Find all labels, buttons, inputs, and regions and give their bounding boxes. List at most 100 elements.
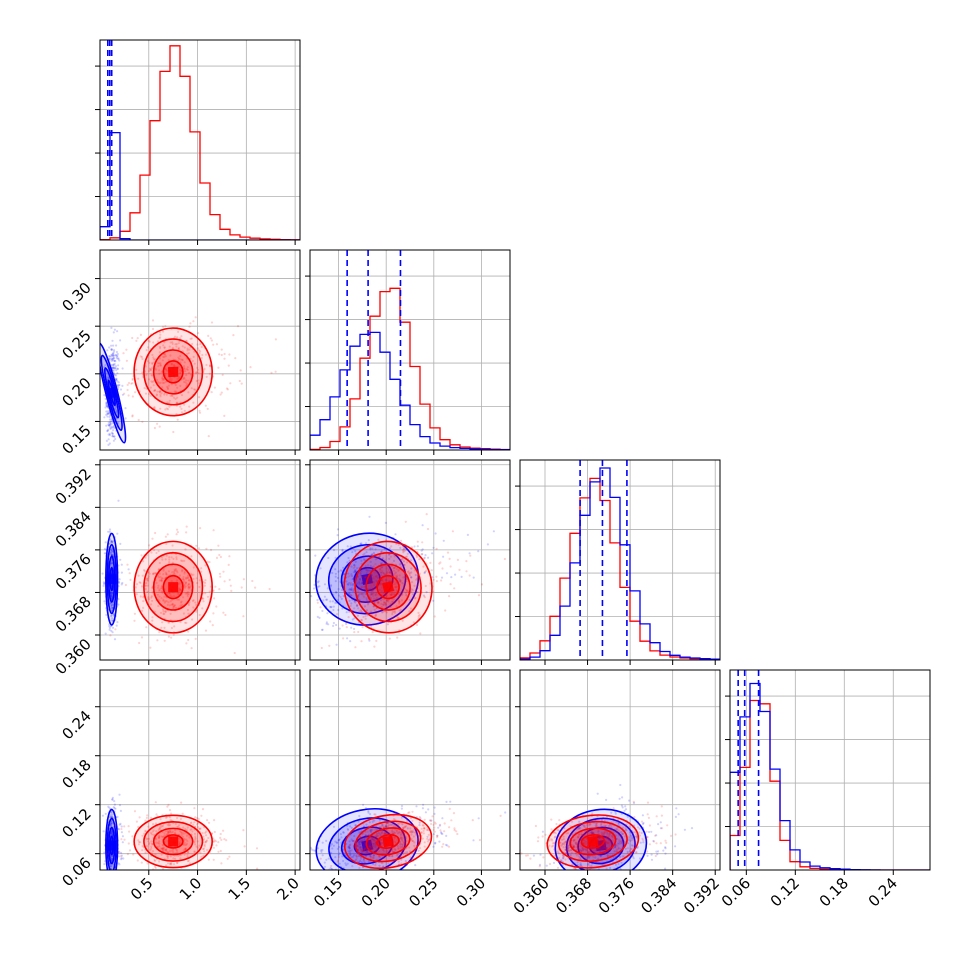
scatter-point	[110, 344, 113, 347]
scatter-point	[117, 598, 120, 601]
scatter-point	[169, 823, 172, 827]
scatter-point	[165, 816, 168, 819]
scatter-point	[109, 423, 112, 426]
scatter-point	[301, 861, 303, 863]
scatter-point	[354, 560, 357, 563]
scatter-point	[405, 839, 408, 843]
scatter-point	[393, 572, 396, 576]
scatter-point	[628, 799, 631, 802]
scatter-point	[148, 367, 151, 370]
scatter-point	[607, 878, 609, 880]
scatter-point	[112, 366, 115, 369]
scatter-point	[126, 853, 129, 856]
density-contour	[106, 544, 117, 615]
scatter-point	[580, 849, 583, 853]
scatter-point	[538, 863, 542, 867]
scatter-point	[477, 817, 480, 820]
scatter-point	[600, 831, 603, 834]
scatter-point	[113, 435, 116, 438]
scatter-point	[439, 829, 442, 832]
scatter-point	[111, 366, 114, 370]
scatter-point	[365, 850, 368, 853]
scatter-point	[365, 599, 368, 602]
scatter-point	[200, 814, 203, 817]
scatter-point	[159, 847, 162, 850]
scatter-point	[213, 830, 216, 834]
scatter-point	[336, 528, 340, 531]
scatter-point	[112, 349, 116, 352]
scatter-point	[115, 344, 118, 347]
scatter-point	[368, 854, 371, 857]
scatter-point	[393, 847, 396, 851]
scatter-point	[114, 900, 116, 902]
scatter-point	[187, 371, 191, 374]
scatter-point	[337, 594, 340, 597]
scatter-point	[465, 570, 468, 573]
scatter-point	[368, 845, 371, 848]
scatter-point	[109, 881, 111, 883]
scatter-point	[116, 532, 119, 535]
scatter-point	[399, 845, 402, 848]
scatter-point	[372, 581, 376, 584]
scatter-point	[348, 854, 352, 857]
scatter-point	[341, 607, 344, 610]
scatter-point	[366, 569, 369, 573]
scatter-point	[397, 599, 400, 602]
scatter-point	[619, 783, 622, 787]
scatter-point	[398, 609, 401, 612]
density-contour	[353, 835, 381, 856]
scatter-point	[165, 369, 168, 372]
scatter-point	[613, 850, 616, 853]
scatter-point	[110, 541, 113, 544]
scatter-point	[374, 862, 377, 865]
scatter-point	[372, 854, 375, 857]
scatter-point	[127, 381, 131, 385]
scatter-point	[380, 571, 383, 574]
scatter-point	[401, 846, 404, 849]
scatter-point	[217, 544, 220, 547]
scatter-point	[449, 565, 452, 568]
scatter-point	[195, 544, 198, 547]
scatter-point	[197, 817, 200, 821]
scatter-point	[623, 809, 626, 812]
scatter-point	[383, 601, 386, 605]
scatter-point	[388, 637, 391, 640]
scatter-point	[179, 620, 182, 624]
scatter-point	[410, 837, 413, 840]
scatter-point	[201, 607, 204, 610]
scatter-point	[109, 551, 112, 554]
scatter-point	[386, 623, 389, 626]
scatter-point	[168, 850, 171, 853]
scatter-point	[109, 592, 112, 595]
scatter-point	[374, 840, 377, 843]
scatter-point	[181, 359, 184, 362]
scatter-point	[399, 546, 402, 550]
scatter-point	[587, 856, 590, 859]
scatter-point	[170, 394, 173, 397]
scatter-point	[172, 570, 175, 573]
scatter-point	[176, 825, 179, 828]
scatter-point	[185, 834, 189, 837]
scatter-point	[110, 830, 113, 833]
scatter-point	[110, 603, 113, 606]
scatter-point	[177, 854, 180, 857]
density-contour	[100, 342, 127, 444]
scatter-point	[114, 354, 117, 357]
scatter-point	[106, 415, 109, 418]
scatter-point	[394, 848, 397, 852]
scatter-point	[178, 587, 181, 590]
scatter-point	[394, 825, 397, 828]
scatter-point	[398, 600, 401, 603]
scatter-point	[648, 830, 651, 834]
scatter-point	[147, 346, 150, 349]
scatter-point	[105, 439, 108, 442]
scatter-panel	[100, 316, 277, 446]
scatter-point	[179, 604, 182, 607]
scatter-point	[240, 382, 243, 385]
scatter-point	[178, 837, 181, 840]
scatter-point	[193, 388, 196, 391]
scatter-point	[585, 824, 588, 827]
scatter-point	[183, 361, 186, 364]
scatter-point	[569, 854, 572, 857]
